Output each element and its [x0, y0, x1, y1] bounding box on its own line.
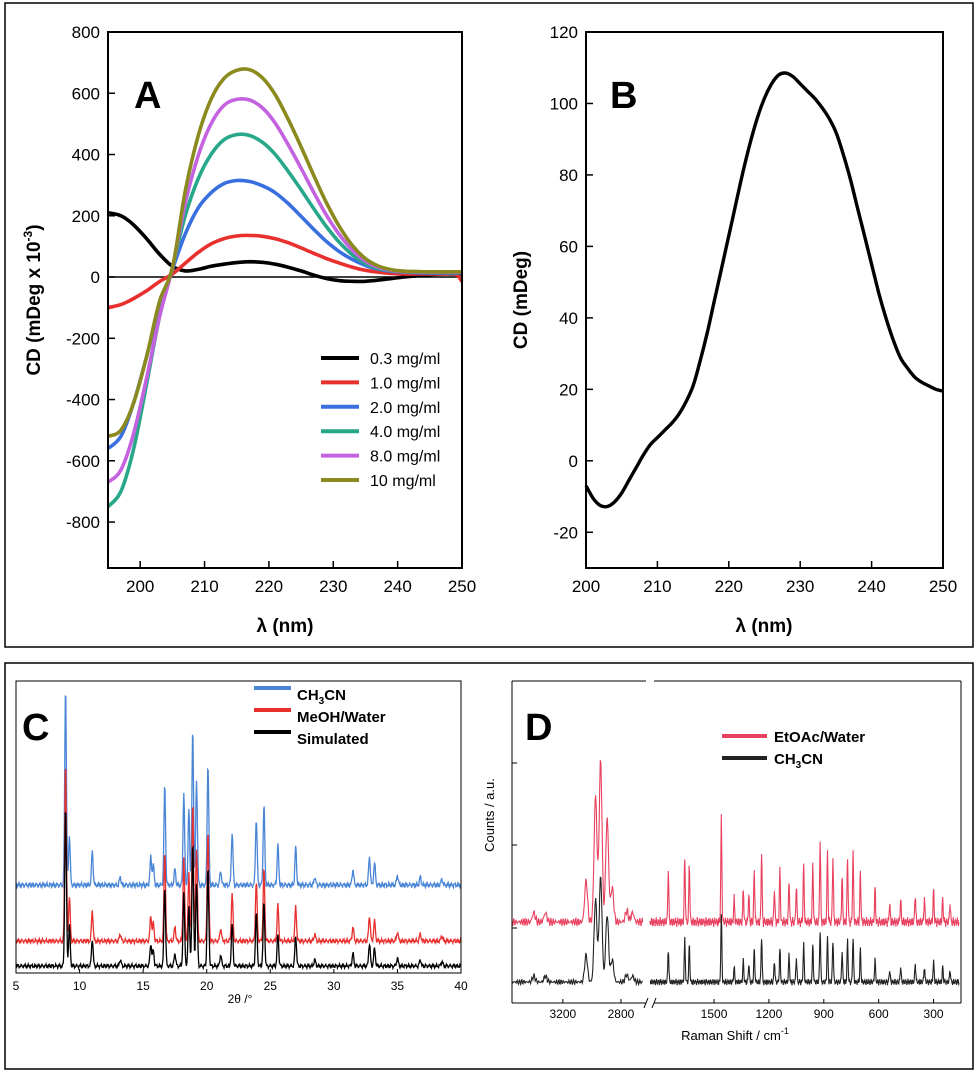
chart-d-legend-label-0: EtOAc/Water [774, 729, 865, 746]
chart-a-ytick-label: -600 [66, 452, 100, 471]
chart-a-ytick-label: 600 [72, 84, 100, 103]
chart-d-series-line-high-1 [511, 876, 644, 987]
chart-d-series-line-low-1 [649, 914, 960, 987]
chart-d-xlabel: Raman Shift / cm-1 [681, 1026, 789, 1043]
chart-b-series-line-0 [584, 71, 944, 509]
chart-a-xtick-label: 240 [383, 577, 411, 596]
chart-d-xtick-label: 2800 [608, 1007, 635, 1021]
chart-a-xtick-label: 210 [190, 577, 218, 596]
chart-c-xtick-label: 30 [327, 979, 341, 993]
chart-c-xtick-label: 5 [13, 979, 20, 993]
chart-a-ytick-label: 400 [72, 146, 100, 165]
chart-a-xtick-label: 200 [126, 577, 154, 596]
chart-b-ytick-label: 20 [559, 380, 578, 399]
chart-a-series-line-5 [107, 67, 462, 439]
chart-c-xtick-label: 40 [454, 979, 468, 993]
chart-a-legend-label-5: 10 mg/ml [370, 473, 436, 490]
chart-c-xlabel: 2θ /° [228, 992, 253, 1006]
chart-b-ytick-label: 120 [550, 23, 578, 42]
chart-b: 200 210 220 230 240 250 -20 0 20 40 60 80 100 120 B λ… [511, 23, 957, 637]
chart-a-xlabel: λ (nm) [257, 616, 314, 637]
bottom-frame [4, 662, 974, 1070]
chart-a-ytick-label: 800 [72, 23, 100, 42]
chart-b-xtick-label: 230 [786, 577, 814, 596]
chart-a: 200 210 220 230 240 250 -800 -600 -400 -200 0 200 40… [21, 23, 476, 637]
chart-c: 5 10 15 20 25 30 35 40 C 2θ /° CH3CN MeOH/Water S… [13, 680, 468, 1006]
chart-c-legend-label-0: CH3CN [297, 687, 346, 707]
chart-b-axes [585, 31, 944, 569]
chart-c-series-line-2 [15, 812, 462, 971]
chart-b-ytick-label: -20 [553, 523, 578, 542]
chart-a-ytick-label: -200 [66, 329, 100, 348]
chart-a-ytick-label: -400 [66, 391, 100, 410]
chart-a-legend-label-0: 0.3 mg/ml [370, 351, 440, 368]
chart-b-xtick-label: 200 [572, 577, 600, 596]
chart-b-ytick-label: 40 [559, 309, 578, 328]
chart-c-panel-label: C [22, 707, 49, 749]
chart-a-ytick-label: 0 [91, 268, 100, 287]
chart-c-legend-label-2: Simulated [297, 731, 369, 748]
chart-d-xtick-label: 300 [924, 1007, 944, 1021]
chart-a-ytick-label: -800 [66, 513, 100, 532]
chart-c-xtick-label: 35 [391, 979, 405, 993]
chart-d-axis-break-mark [643, 997, 657, 1009]
chart-b-ytick-label: 0 [569, 452, 578, 471]
chart-b-panel-label: B [610, 75, 637, 117]
chart-a-xtick-label: 250 [448, 577, 476, 596]
chart-c-xtick-label: 20 [200, 979, 214, 993]
chart-d-xtick-label: 600 [869, 1007, 889, 1021]
chart-c-xtick-label: 15 [136, 979, 150, 993]
chart-c-axes [15, 680, 462, 974]
chart-d-series-line-low-0 [649, 814, 960, 928]
chart-a-legend-label-3: 4.0 mg/ml [370, 424, 440, 441]
chart-c-xtick-label: 10 [73, 979, 87, 993]
chart-d-xtick-label: 1200 [756, 1007, 783, 1021]
chart-d-xtick-label: 3200 [549, 1007, 576, 1021]
chart-b-xtick-label: 240 [857, 577, 885, 596]
chart-b-xtick-label: 220 [715, 577, 743, 596]
chart-b-ytick-label: 80 [559, 166, 578, 185]
chart-a-ytick-label: 200 [72, 207, 100, 226]
chart-b-xtick-label: 210 [643, 577, 671, 596]
chart-c-xtick-label: 25 [264, 979, 278, 993]
chart-a-panel-label: A [134, 75, 161, 117]
top-frame [4, 2, 974, 648]
chart-a-xtick-label: 220 [255, 577, 283, 596]
chart-d-series-line-high-0 [511, 760, 644, 927]
chart-c-series-line-1 [15, 768, 462, 946]
chart-b-xlabel: λ (nm) [736, 616, 793, 637]
chart-b-ytick-label: 100 [550, 94, 578, 113]
chart-d-xtick-label: 900 [814, 1007, 834, 1021]
chart-b-ytick-label: 60 [559, 237, 578, 256]
chart-d-ylabel: Counts / a.u. [482, 778, 497, 852]
chart-d-panel-label: D [525, 707, 552, 749]
chart-d-xtick-label: 1500 [701, 1007, 728, 1021]
chart-b-xtick-label: 250 [929, 577, 957, 596]
chart-d-legend-label-1: CH3CN [774, 751, 823, 771]
chart-b-ylabel: CD (mDeg) [511, 251, 532, 349]
chart-c-series-line-0 [15, 694, 462, 890]
chart-a-legend-label-1: 1.0 mg/ml [370, 375, 440, 392]
chart-a-xtick-label: 230 [319, 577, 347, 596]
chart-a-legend-label-4: 8.0 mg/ml [370, 449, 440, 466]
chart-a-axes [107, 31, 463, 569]
chart-a-legend-label-2: 2.0 mg/ml [370, 400, 440, 417]
chart-d: 3200 2800 1500 1200 900 600 300 D Raman Shift … [482, 680, 962, 1043]
chart-c-legend-label-1: MeOH/Water [297, 709, 386, 726]
chart-a-series-line-0 [107, 210, 462, 284]
chart-a-ylabel: CD (mDeg x 10-3) [21, 224, 45, 375]
